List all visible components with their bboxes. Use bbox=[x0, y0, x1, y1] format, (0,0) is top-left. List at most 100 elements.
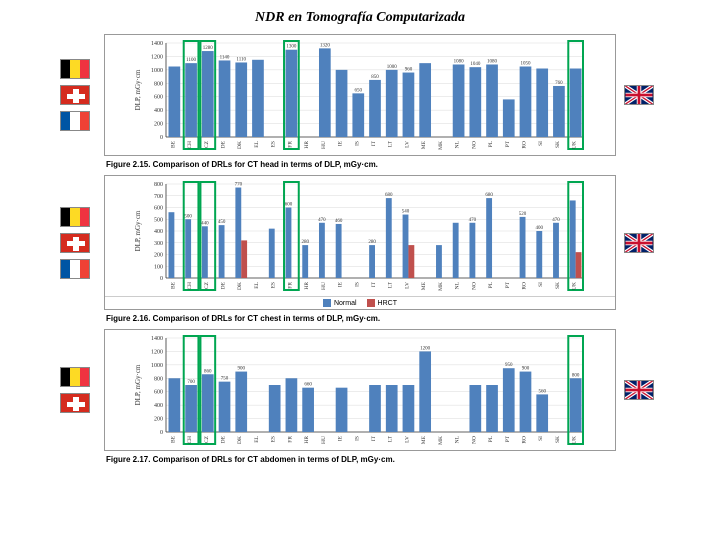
svg-text:BE: BE bbox=[170, 140, 176, 148]
svg-text:CH: CH bbox=[187, 141, 193, 149]
flags-right bbox=[624, 233, 660, 253]
svg-text:LT: LT bbox=[388, 281, 394, 288]
svg-text:PT: PT bbox=[505, 281, 511, 288]
svg-text:CZ: CZ bbox=[204, 281, 210, 289]
svg-text:MK: MK bbox=[438, 282, 444, 291]
svg-text:800: 800 bbox=[572, 373, 580, 378]
svg-text:RO: RO bbox=[521, 141, 527, 149]
flags-left bbox=[60, 207, 96, 279]
svg-text:DE: DE bbox=[221, 435, 227, 443]
svg-text:FR: FR bbox=[287, 141, 293, 148]
svg-text:IT: IT bbox=[371, 140, 377, 146]
svg-text:1080: 1080 bbox=[454, 59, 465, 64]
svg-text:460: 460 bbox=[335, 219, 343, 224]
flag-france bbox=[60, 259, 90, 279]
svg-text:1000: 1000 bbox=[151, 363, 163, 369]
svg-text:CZ: CZ bbox=[204, 140, 210, 148]
chart-2: 0200400600800100012001400DLP, mGy·cm7008… bbox=[105, 330, 615, 450]
flag-uk bbox=[624, 85, 654, 105]
svg-text:IS: IS bbox=[354, 141, 360, 146]
svg-text:900: 900 bbox=[522, 367, 530, 372]
svg-text:IT: IT bbox=[371, 435, 377, 441]
svg-text:HU: HU bbox=[321, 141, 327, 149]
svg-text:0: 0 bbox=[160, 135, 163, 141]
flags-right bbox=[624, 85, 660, 105]
svg-text:470: 470 bbox=[552, 218, 560, 223]
svg-text:400: 400 bbox=[154, 108, 163, 114]
svg-text:DLP, mGy·cm: DLP, mGy·cm bbox=[134, 210, 142, 251]
svg-text:800: 800 bbox=[154, 376, 163, 382]
svg-text:CZ: CZ bbox=[204, 435, 210, 443]
svg-text:700: 700 bbox=[154, 194, 163, 200]
svg-text:UK: UK bbox=[572, 436, 578, 444]
svg-text:680: 680 bbox=[485, 193, 493, 198]
svg-text:1320: 1320 bbox=[320, 43, 331, 48]
svg-text:PT: PT bbox=[505, 435, 511, 442]
svg-text:500: 500 bbox=[154, 217, 163, 223]
svg-text:650: 650 bbox=[355, 88, 363, 93]
svg-text:800: 800 bbox=[154, 182, 163, 188]
svg-text:280: 280 bbox=[368, 240, 376, 245]
svg-text:1400: 1400 bbox=[151, 336, 163, 342]
svg-text:600: 600 bbox=[154, 390, 163, 396]
flags-left bbox=[60, 59, 96, 131]
svg-text:600: 600 bbox=[154, 206, 163, 212]
svg-text:770: 770 bbox=[235, 183, 243, 188]
chart-0: 0200400600800100012001400DLP, mGy·cm1100… bbox=[105, 35, 615, 155]
svg-text:NL: NL bbox=[455, 435, 461, 443]
svg-text:1200: 1200 bbox=[151, 349, 163, 355]
svg-text:HU: HU bbox=[321, 436, 327, 444]
svg-text:SI: SI bbox=[538, 436, 544, 441]
svg-text:RO: RO bbox=[521, 282, 527, 290]
svg-text:1000: 1000 bbox=[151, 68, 163, 74]
svg-text:600: 600 bbox=[285, 203, 293, 208]
svg-text:LV: LV bbox=[404, 436, 410, 443]
svg-text:UK: UK bbox=[572, 141, 578, 149]
svg-text:DK: DK bbox=[237, 282, 243, 290]
svg-text:960: 960 bbox=[405, 68, 413, 73]
svg-text:100: 100 bbox=[154, 264, 163, 270]
svg-text:EL: EL bbox=[254, 435, 260, 442]
svg-text:PL: PL bbox=[488, 281, 494, 288]
chart-row-1: 0100200300400500600700800DLP, mGy·cm5004… bbox=[60, 175, 660, 310]
page-title: NDR en Tomografía Computarizada bbox=[60, 10, 660, 26]
chart-legend: NormalHRCT bbox=[105, 296, 615, 309]
chart-caption-1: Figure 2.16. Comparison of DRLs for CT c… bbox=[106, 314, 660, 323]
svg-text:NO: NO bbox=[471, 436, 477, 444]
chart-1: 0100200300400500600700800DLP, mGy·cm5004… bbox=[105, 176, 615, 296]
svg-text:DLP, mGy·cm: DLP, mGy·cm bbox=[134, 69, 142, 110]
svg-text:1400: 1400 bbox=[151, 41, 163, 47]
svg-text:SI: SI bbox=[538, 282, 544, 287]
svg-text:IT: IT bbox=[371, 281, 377, 287]
svg-text:MK: MK bbox=[438, 141, 444, 150]
svg-text:1110: 1110 bbox=[236, 57, 246, 62]
svg-text:NL: NL bbox=[455, 140, 461, 148]
svg-text:1000: 1000 bbox=[387, 65, 398, 70]
svg-text:IE: IE bbox=[338, 140, 344, 146]
svg-text:ES: ES bbox=[271, 436, 277, 442]
svg-text:500: 500 bbox=[184, 214, 192, 219]
flags-left bbox=[60, 367, 96, 413]
svg-text:ME: ME bbox=[421, 281, 427, 290]
svg-text:470: 470 bbox=[469, 218, 477, 223]
svg-text:IE: IE bbox=[338, 281, 344, 287]
svg-text:850: 850 bbox=[371, 75, 379, 80]
svg-text:LV: LV bbox=[404, 282, 410, 289]
flag-switzerland bbox=[60, 393, 90, 413]
svg-text:LT: LT bbox=[388, 140, 394, 147]
svg-text:SK: SK bbox=[555, 141, 561, 148]
flag-belgium bbox=[60, 59, 90, 79]
svg-text:200: 200 bbox=[154, 253, 163, 259]
svg-text:1050: 1050 bbox=[520, 62, 531, 67]
svg-text:560: 560 bbox=[538, 389, 546, 394]
chart-caption-0: Figure 2.15. Comparison of DRLs for CT h… bbox=[106, 160, 660, 169]
svg-text:280: 280 bbox=[301, 240, 309, 245]
svg-text:680: 680 bbox=[385, 193, 393, 198]
flag-belgium bbox=[60, 207, 90, 227]
svg-text:FR: FR bbox=[287, 282, 293, 289]
svg-text:700: 700 bbox=[187, 380, 195, 385]
svg-text:900: 900 bbox=[237, 367, 245, 372]
svg-text:1100: 1100 bbox=[186, 58, 196, 63]
flag-switzerland bbox=[60, 233, 90, 253]
svg-text:800: 800 bbox=[154, 81, 163, 87]
